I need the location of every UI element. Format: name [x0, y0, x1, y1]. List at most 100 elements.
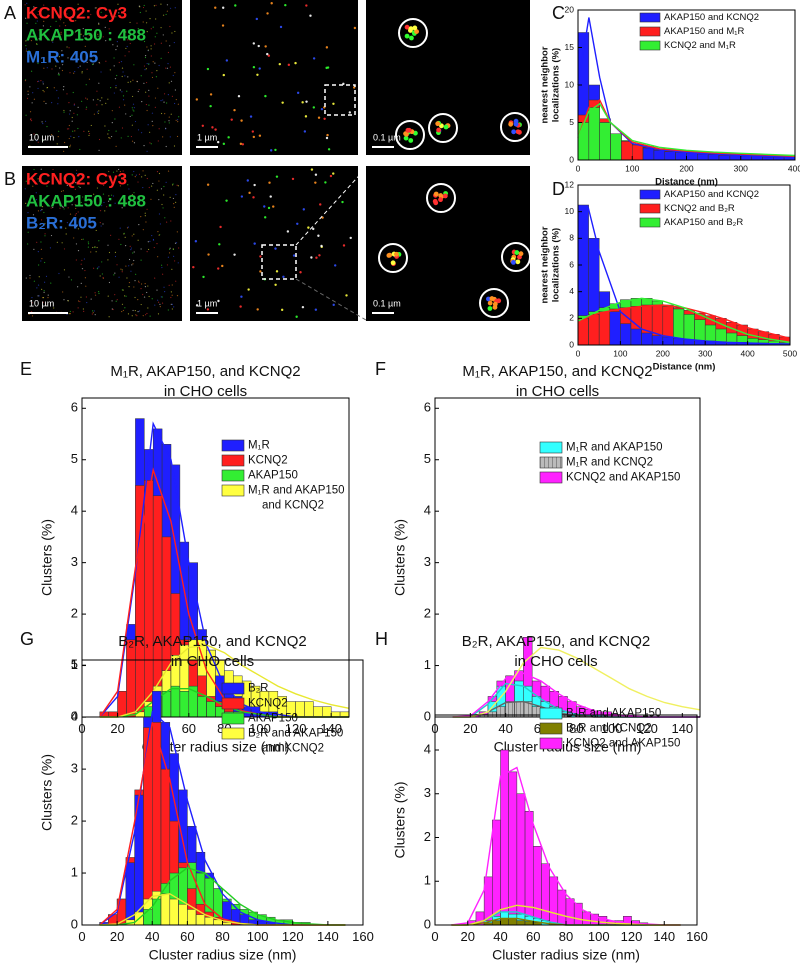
dot: [148, 186, 150, 189]
dot: [93, 225, 95, 227]
dot: [110, 15, 112, 17]
dot: [123, 198, 125, 201]
scale-label: 1 µm: [197, 298, 217, 308]
dot: [50, 282, 52, 284]
x-axis-label: Cluster radius size (nm): [142, 739, 290, 755]
y-tick-label: 3: [424, 554, 431, 569]
dot: [268, 181, 271, 184]
dot: [165, 128, 167, 130]
dot: [81, 178, 83, 180]
bar: [621, 141, 633, 161]
dot: [270, 2, 273, 5]
dot: [176, 135, 179, 138]
legend-swatch: [639, 217, 661, 228]
dot: [140, 75, 142, 77]
x-tick-label: 100: [613, 349, 627, 359]
dot: [132, 103, 135, 105]
dot: [37, 295, 39, 297]
dot: [175, 119, 177, 121]
dot: [124, 55, 126, 57]
dot: [62, 206, 64, 208]
dot: [107, 244, 109, 246]
dot: [104, 125, 106, 127]
dot: [53, 307, 55, 309]
dot: [87, 241, 89, 243]
dot: [31, 302, 33, 304]
dot: [41, 288, 43, 290]
dot: [160, 264, 163, 266]
dot: [315, 256, 318, 259]
dot: [156, 171, 159, 173]
dot: [59, 207, 61, 209]
dot: [148, 295, 150, 298]
roi-circle: [378, 243, 408, 273]
dot: [41, 257, 43, 260]
dot: [487, 300, 493, 306]
dot: [409, 35, 414, 41]
dot: [84, 277, 87, 279]
dot: [27, 90, 29, 92]
dot: [174, 30, 176, 33]
dot: [25, 17, 27, 19]
dot: [151, 234, 153, 237]
x-tick-label: 400: [741, 349, 755, 359]
dot: [257, 44, 260, 48]
dot: [158, 64, 160, 67]
dot: [167, 51, 170, 54]
dot: [27, 212, 29, 214]
dot: [390, 260, 396, 266]
dot: [47, 294, 49, 296]
dot: [25, 202, 27, 205]
dot: [38, 276, 40, 278]
dot: [121, 271, 123, 273]
dot: [294, 61, 297, 65]
dot: [144, 283, 146, 285]
dot: [30, 39, 33, 42]
x-tick-label: 20: [461, 929, 475, 944]
dot: [88, 134, 90, 137]
dot: [56, 241, 58, 243]
dot: [118, 168, 120, 171]
x-axis-label: Cluster radius size (nm): [494, 739, 642, 755]
dot: [156, 289, 158, 291]
dot: [137, 310, 139, 313]
dot: [147, 285, 149, 287]
dot: [275, 175, 279, 178]
channel-label: KCNQ2: Cy3: [26, 169, 127, 188]
dot: [487, 306, 493, 311]
y-axis-label: Clusters (%): [39, 519, 55, 596]
dot: [171, 32, 173, 34]
dot: [112, 308, 114, 311]
dot: [121, 269, 123, 271]
dot: [40, 241, 42, 243]
dot: [153, 43, 156, 45]
dot: [166, 102, 168, 104]
dot: [71, 204, 73, 206]
dot: [153, 5, 156, 7]
dot: [133, 192, 135, 194]
dot: [132, 109, 134, 111]
dot: [216, 140, 220, 144]
dot: [77, 307, 79, 309]
dot: [349, 236, 352, 240]
dot: [156, 70, 158, 72]
dot: [90, 220, 93, 223]
dot: [71, 120, 73, 122]
dot: [33, 98, 36, 100]
dot: [114, 202, 116, 204]
dot: [172, 248, 174, 250]
dot: [43, 20, 45, 23]
dot: [43, 67, 45, 69]
dot: [173, 145, 176, 147]
dot: [312, 227, 315, 231]
dot: [67, 300, 69, 302]
dot: [80, 263, 82, 265]
dot: [69, 310, 71, 313]
dot: [147, 307, 149, 309]
dot: [77, 67, 79, 69]
dot: [56, 143, 58, 145]
dot: [31, 315, 34, 317]
x-tick-label: 160: [352, 929, 374, 944]
dot: [123, 175, 125, 177]
dot: [82, 35, 84, 37]
